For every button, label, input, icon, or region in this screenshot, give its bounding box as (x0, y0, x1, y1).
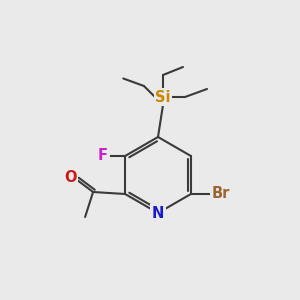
Text: O: O (64, 169, 76, 184)
Text: F: F (98, 148, 108, 164)
Text: Br: Br (212, 187, 230, 202)
Text: Si: Si (155, 89, 171, 104)
Text: N: N (152, 206, 164, 220)
